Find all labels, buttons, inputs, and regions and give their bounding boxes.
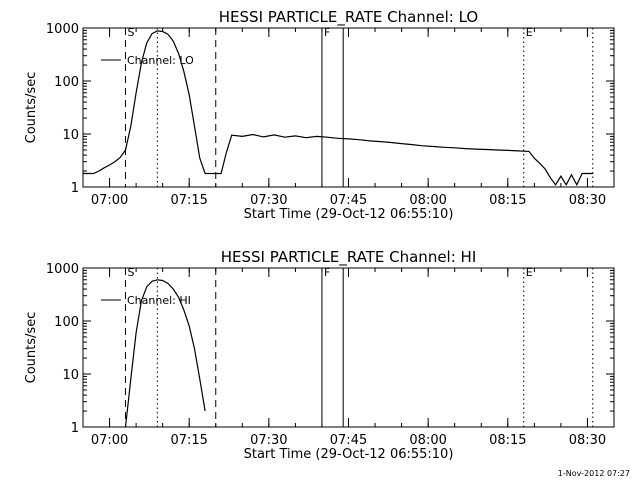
x-tick-label: 08:30 xyxy=(569,193,606,208)
marker-label: S xyxy=(127,266,134,279)
x-tick-label: 08:30 xyxy=(569,433,606,448)
x-tick-label: 07:30 xyxy=(250,193,287,208)
chart-title: HESSI PARTICLE_RATE Channel: HI xyxy=(221,248,477,267)
chart-title: HESSI PARTICLE_RATE Channel: LO xyxy=(219,8,478,27)
y-tick-label: 100 xyxy=(54,315,79,330)
marker-label: F xyxy=(324,266,330,279)
x-tick-label: 07:15 xyxy=(170,433,207,448)
footer-timestamp: 1-Nov-2012 07:27 xyxy=(558,469,630,478)
y-tick-label: 1 xyxy=(71,181,79,196)
legend-label: Channel: LO xyxy=(127,54,194,67)
y-tick-label: 1000 xyxy=(46,262,79,277)
x-tick-label: 07:00 xyxy=(91,433,128,448)
series-line xyxy=(124,279,206,428)
chart-panel-hi: HESSI PARTICLE_RATE Channel: HI 1 10 100 100… xyxy=(24,248,615,462)
x-tick-label: 07:45 xyxy=(330,433,367,448)
x-tick-label: 07:15 xyxy=(170,193,207,208)
plot-frame xyxy=(82,27,615,188)
x-tick-label: 08:00 xyxy=(409,193,446,208)
x-tick-label: 07:00 xyxy=(91,193,128,208)
x-axis-label: Start Time (29-Oct-12 06:55:10) xyxy=(244,447,454,462)
x-tick-label: 08:15 xyxy=(489,193,526,208)
y-tick-label: 10 xyxy=(62,368,79,383)
chart-panel-lo: HESSI PARTICLE_RATE Channel: LO 1 10 100 100… xyxy=(24,8,615,222)
y-tick-label: 10 xyxy=(62,128,79,143)
y-tick-label: 1 xyxy=(71,421,79,436)
x-tick-label: 07:30 xyxy=(250,433,287,448)
series-line xyxy=(83,30,593,187)
y-axis-label: Counts/sec xyxy=(24,312,39,384)
y-axis-label: Counts/sec xyxy=(24,72,39,144)
y-tick-label: 100 xyxy=(54,75,79,90)
x-tick-label: 08:00 xyxy=(409,433,446,448)
marker-label: E xyxy=(526,266,533,279)
marker-label: E xyxy=(526,26,533,39)
y-tick-label: 1000 xyxy=(46,22,79,37)
plot-frame xyxy=(82,267,615,428)
x-tick-label: 08:15 xyxy=(489,433,526,448)
marker-label: F xyxy=(324,26,330,39)
x-tick-label: 07:45 xyxy=(330,193,367,208)
x-axis-label: Start Time (29-Oct-12 06:55:10) xyxy=(244,207,454,222)
marker-label: S xyxy=(127,26,134,39)
